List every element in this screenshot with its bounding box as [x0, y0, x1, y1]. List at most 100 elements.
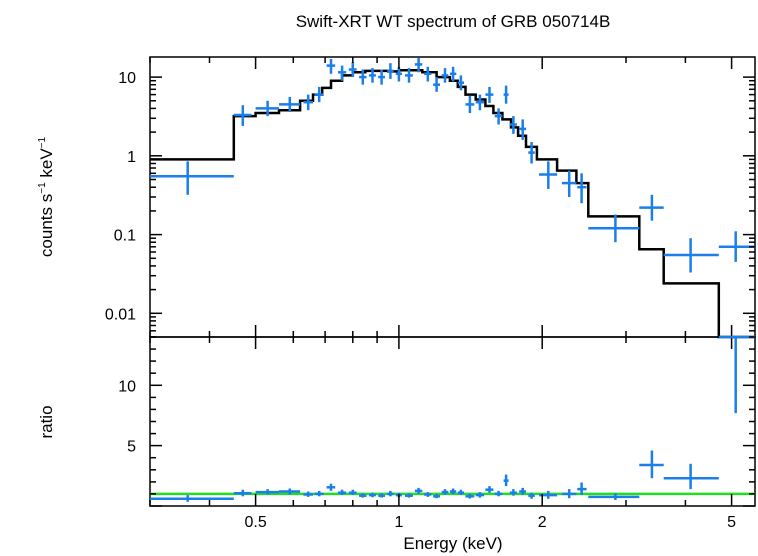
x-tick-labels: 0.5 1 2 5	[244, 514, 736, 531]
x-tick-label: 2	[538, 514, 547, 531]
spectrum-data-point	[485, 86, 494, 103]
model-curve	[150, 69, 755, 339]
spectrum-axis-ticks: 10 1 0.1 0.01	[105, 57, 755, 349]
spectrum-data-point	[395, 66, 402, 82]
spectrum-data-point	[465, 95, 475, 113]
ratio-data-point	[457, 489, 464, 496]
ratio-data-point	[485, 486, 494, 493]
spectrum-data-point	[338, 65, 347, 81]
spectrum-data-point	[475, 94, 485, 111]
spectrum-data-point	[348, 62, 357, 78]
spectrum-data-point	[359, 69, 367, 85]
ratio-data-point	[378, 493, 385, 498]
ratio-data-point	[314, 490, 324, 497]
model-curve-layer	[150, 69, 755, 339]
ratio-data-point	[503, 474, 509, 487]
ratio-data-point	[405, 493, 413, 498]
spectrum-data-point	[639, 194, 664, 221]
ratio-data-point	[561, 489, 577, 499]
y-tick-label-top: 0.1	[114, 228, 136, 245]
y-tick-label-bottom: 10	[118, 378, 136, 395]
y-tick-label-top: 1	[127, 149, 136, 166]
ratio-data-point	[528, 492, 535, 499]
y-axis-label-bottom: ratio	[37, 405, 56, 438]
spectrum-data-point	[441, 68, 449, 83]
spectrum-data-point	[494, 108, 503, 125]
ratio-data-point	[449, 488, 457, 495]
ratio-data-point	[663, 463, 719, 490]
ratio-data-point	[348, 489, 357, 496]
chart-title: Swift-XRT WT spectrum of GRB 050714B	[296, 12, 611, 31]
y-axis-label-sup1: −1	[37, 182, 48, 194]
spectrum-data-point	[303, 94, 313, 111]
ratio-data-point	[519, 487, 526, 496]
ratio-data-point	[255, 489, 279, 495]
spectrum-panel-frame	[149, 56, 756, 338]
ratio-data-point	[441, 489, 449, 495]
spectrum-data-point	[414, 58, 423, 73]
ratio-axis-ticks: 5 10	[118, 336, 755, 507]
ratio-data-point	[387, 490, 394, 497]
y-tick-label-top: 0.01	[105, 306, 136, 323]
spectrum-data-point	[387, 63, 394, 79]
spectrum-data-layer	[150, 58, 755, 273]
spectrum-data-point	[314, 86, 324, 103]
y-tick-label-top: 10	[118, 70, 136, 87]
ratio-panel: 5 10	[118, 335, 756, 507]
spectrum-data-point	[368, 68, 376, 83]
ratio-data-point	[509, 489, 517, 496]
spectrum-data-point	[503, 85, 509, 104]
ratio-data-layer	[150, 335, 755, 502]
y-tick-label-bottom: 5	[127, 439, 136, 456]
spectrum-data-point	[405, 68, 413, 83]
spectrum-data-point	[150, 161, 234, 195]
ratio-data-point	[414, 487, 423, 494]
ratio-data-point	[150, 495, 234, 502]
ratio-data-point	[368, 492, 376, 498]
x-axis-label: Energy (keV)	[403, 534, 502, 553]
ratio-data-point	[359, 493, 367, 498]
spectrum-data-point	[577, 173, 587, 204]
ratio-data-point	[326, 483, 336, 491]
spectrum-data-point	[449, 66, 457, 82]
spectrum-data-point	[519, 119, 526, 140]
y-axis-label-top: counts s−1 keV−1	[37, 136, 56, 257]
ratio-data-point	[639, 450, 664, 479]
ratio-data-point	[338, 489, 347, 496]
y-axis-label-sup2: −1	[37, 136, 48, 148]
ratio-data-point	[465, 493, 475, 499]
ratio-data-point	[475, 492, 485, 498]
spectrum-data-point	[561, 170, 577, 197]
ratio-data-point	[577, 482, 587, 496]
spectrum-data-point	[588, 214, 640, 243]
spectrum-data-point	[279, 96, 301, 112]
ratio-panel-frame	[149, 336, 756, 507]
ratio-data-point	[279, 488, 301, 495]
ratio-data-point	[433, 493, 440, 499]
spectrum-data-point	[457, 75, 464, 91]
ratio-data-point	[588, 493, 640, 500]
spectrum-data-point	[255, 100, 279, 117]
spectrum-data-point	[433, 77, 440, 92]
spectrum-data-point	[233, 105, 252, 126]
spectrum-data-point	[718, 231, 755, 262]
spectrum-data-point	[663, 238, 719, 273]
spectrum-data-point	[528, 142, 535, 164]
ratio-data-point	[303, 491, 313, 497]
x-tick-label: 1	[394, 514, 403, 531]
spectrum-data-point	[509, 116, 517, 134]
spectrum-data-point	[539, 161, 558, 189]
spectrum-data-point	[424, 66, 432, 82]
spectrum-data-point	[378, 69, 385, 85]
y-axis-label-mid: keV	[37, 148, 56, 183]
ratio-data-point	[494, 490, 503, 497]
ratio-data-point	[233, 489, 252, 497]
spectrum-panel: 10 1 0.1 0.01	[105, 56, 756, 349]
x-tick-label: 0.5	[244, 514, 266, 531]
ratio-data-point	[718, 335, 755, 414]
x-tick-label: 5	[727, 514, 736, 531]
y-axis-label-main: counts s	[37, 194, 56, 257]
spectrum-data-point	[326, 59, 336, 74]
ratio-data-point	[424, 492, 432, 497]
